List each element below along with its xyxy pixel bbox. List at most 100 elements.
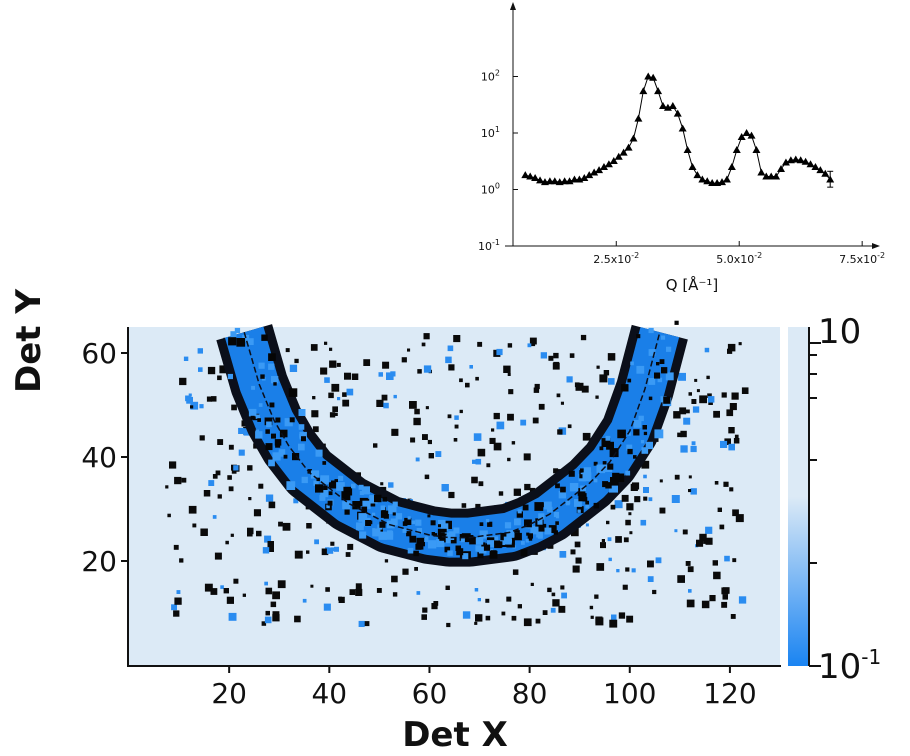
speckle (227, 475, 232, 480)
speckle (623, 537, 629, 543)
ring-pixel (402, 521, 408, 526)
speckle (346, 388, 354, 396)
ring-pixel (288, 388, 298, 397)
ring-pixel (378, 531, 387, 540)
ring-pixel (248, 408, 257, 417)
ring-pixel (569, 483, 579, 492)
speckle (471, 476, 478, 484)
ring-pixel (380, 505, 386, 511)
ring-pixel (387, 505, 397, 514)
ring-pixel (430, 520, 436, 526)
speckle (485, 598, 490, 603)
ring-pixel (433, 533, 438, 537)
ring-pixel (385, 532, 394, 540)
speckle (393, 394, 397, 399)
ring-pixel (615, 473, 625, 482)
speckle (713, 571, 721, 580)
speckle (337, 397, 341, 401)
ring-pixel (372, 512, 376, 516)
speckle (329, 393, 334, 398)
ring-pixel (307, 469, 312, 474)
ring-pixel (521, 541, 525, 545)
speckle (699, 533, 707, 542)
speckle (688, 392, 692, 396)
speckle (415, 457, 420, 462)
speckle (551, 592, 556, 597)
ring-pixel (268, 353, 276, 361)
speckle (596, 365, 600, 369)
speckle (553, 468, 559, 474)
speckle (703, 540, 707, 544)
speckle (603, 370, 610, 376)
detector-heatmap-plot: 20 40 60 20 40 60 80 100 120 Det X Det Y 10 10-… (9, 289, 881, 755)
ring-pixel (336, 482, 345, 491)
speckle (530, 582, 534, 586)
ring-pixel (320, 489, 329, 498)
ring-pixel (626, 444, 633, 451)
speckle (569, 353, 575, 358)
speckle (306, 550, 310, 554)
speckle (721, 392, 727, 398)
speckle (655, 557, 662, 564)
ring-pixel (230, 331, 237, 338)
ring-pixel (585, 504, 590, 509)
y-tick-label-2: 101 (481, 125, 500, 140)
ring-pixel (261, 334, 268, 341)
speckle (228, 444, 234, 450)
ring-pixel (407, 516, 411, 520)
ring-pixel (585, 500, 589, 505)
speckle (212, 515, 217, 519)
speckle (678, 372, 686, 381)
ring-pixel (278, 451, 285, 457)
ring-pixel (610, 477, 619, 486)
ring-pixel (537, 519, 543, 525)
speckle (188, 393, 192, 397)
speckle (523, 453, 531, 461)
ring-pixel (319, 494, 326, 501)
speckle (323, 603, 331, 611)
ring-pixel (428, 540, 437, 549)
speckle (258, 483, 264, 489)
speckle (409, 401, 417, 409)
speckle (243, 428, 251, 436)
speckle (332, 406, 338, 413)
data-point (801, 157, 810, 165)
speckle (388, 482, 394, 488)
data-point (747, 131, 756, 139)
speckle (392, 592, 398, 597)
ring-pixel (538, 523, 547, 532)
speckle (503, 365, 511, 373)
data-point (531, 173, 540, 181)
speckle (493, 442, 502, 451)
ring-pixel (479, 522, 484, 526)
speckle (454, 424, 459, 429)
speckle (199, 435, 205, 441)
speckle (445, 356, 452, 364)
speckle (572, 565, 580, 573)
data-point (614, 152, 623, 160)
speckle (422, 434, 428, 440)
speckle (719, 524, 725, 530)
speckle (512, 569, 519, 575)
speckle (228, 612, 237, 621)
ring-pixel (640, 440, 645, 444)
speckle (621, 494, 629, 502)
ring-pixel (665, 372, 674, 381)
ring-pixel (427, 514, 431, 518)
speckle (219, 365, 228, 374)
speckle (329, 412, 336, 418)
ring-pixel (406, 531, 412, 537)
ring-pixel (627, 432, 631, 436)
speckle (311, 410, 319, 418)
data-point (693, 171, 702, 179)
ring-pixel (416, 537, 425, 547)
speckle (459, 378, 463, 383)
speckle (687, 566, 694, 573)
speckle (179, 558, 184, 563)
speckle (423, 365, 432, 373)
ring-pixel (609, 483, 618, 493)
speckle (581, 385, 589, 393)
speckle (701, 600, 710, 609)
speckle (294, 550, 303, 559)
speckle (738, 342, 742, 346)
